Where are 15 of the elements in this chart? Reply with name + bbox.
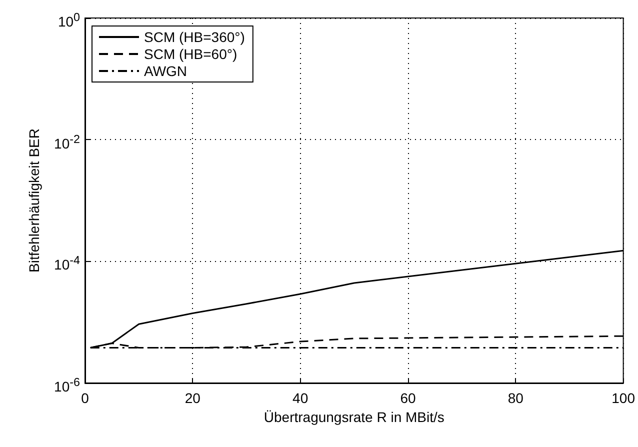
y-tick-label: 10$^{-6}$	[54, 375, 80, 396]
x-tick-label: 40	[292, 390, 308, 406]
y-tick-label: 10$^{-4}$	[54, 253, 80, 274]
x-axis-title: Übertragungsrate R in MBit/s	[264, 408, 444, 425]
x-tick-label: 80	[508, 390, 524, 406]
x-tick-label: 0	[81, 390, 90, 406]
y-axis-title: Bitfehlerhäufigkeit BER	[26, 128, 42, 272]
y-tick-label: 10$^{-2}$	[54, 132, 80, 152]
legend-label: AWGN	[144, 63, 188, 79]
y-tick-label: 10$^{0}$	[58, 10, 80, 31]
x-tick-label: 60	[400, 390, 416, 406]
legend-label: SCM (HB=360°)	[144, 29, 245, 45]
legend-label: SCM (HB=60°)	[144, 46, 238, 62]
x-tick-label: 20	[184, 390, 201, 406]
x-tick-label: 100	[612, 390, 636, 406]
